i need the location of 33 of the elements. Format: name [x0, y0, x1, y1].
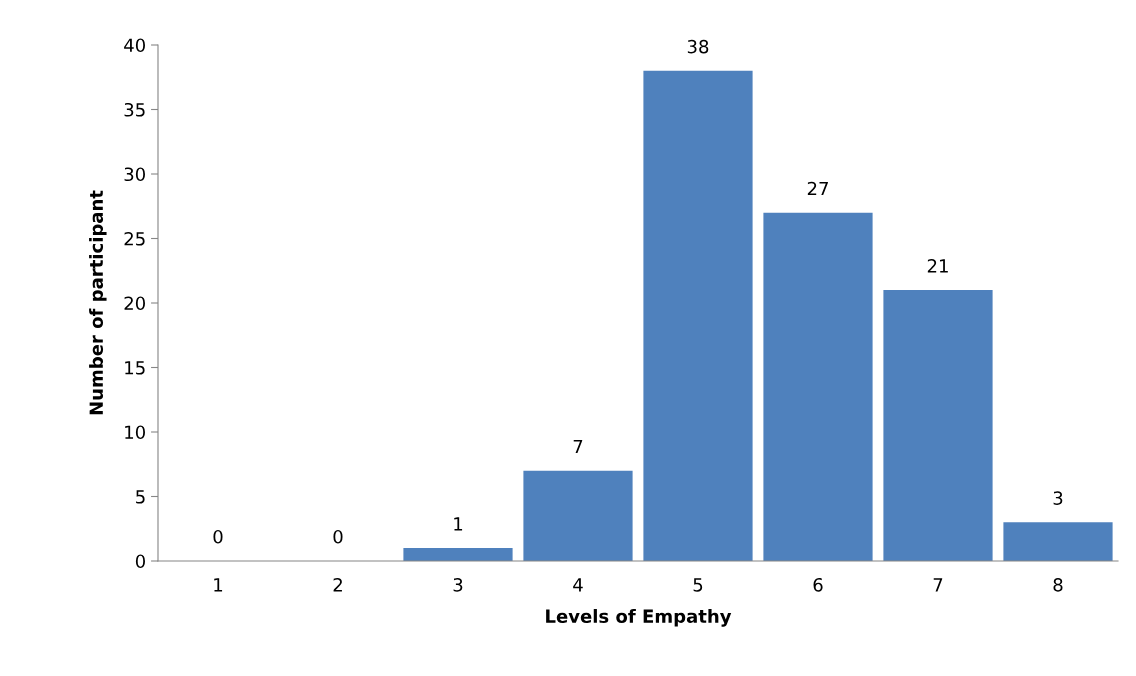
data-label: 38 [687, 39, 709, 54]
bar [1003, 522, 1113, 561]
y-tick-label: 30 [124, 167, 145, 182]
y-axis-title: Number of participant [89, 190, 107, 415]
y-tick-label: 5 [136, 490, 145, 504]
x-tick-label: 2 [333, 577, 342, 592]
data-label: 1 [454, 517, 463, 531]
bar [643, 70, 753, 561]
y-tick-label: 15 [125, 361, 145, 375]
y-tick-label: 10 [125, 425, 145, 440]
x-tick-label: 5 [693, 578, 703, 592]
data-label: 3 [1053, 491, 1063, 505]
data-label: 7 [573, 439, 583, 454]
data-label: 27 [807, 181, 828, 196]
data-label: 0 [213, 529, 223, 544]
x-tick-label: 1 [214, 578, 223, 592]
bar [883, 290, 993, 561]
x-tick-label: 7 [933, 578, 943, 592]
x-tick-label: 6 [813, 577, 823, 592]
x-tick-label: 4 [573, 578, 583, 592]
bar [403, 548, 513, 561]
y-tick-label: 25 [124, 231, 145, 246]
y-tick-label: 40 [124, 38, 145, 53]
y-tick-label: 20 [124, 296, 145, 311]
data-label: 0 [333, 529, 343, 544]
x-tick-label: 8 [1053, 577, 1063, 592]
y-tick-label: 35 [124, 102, 145, 117]
x-axis-title: Levels of Empathy [546, 609, 732, 627]
data-label: 21 [927, 259, 948, 273]
bar [763, 212, 873, 561]
x-tick-label: 3 [453, 577, 463, 592]
y-tick-label: 0 [135, 554, 145, 569]
bar [523, 470, 633, 561]
